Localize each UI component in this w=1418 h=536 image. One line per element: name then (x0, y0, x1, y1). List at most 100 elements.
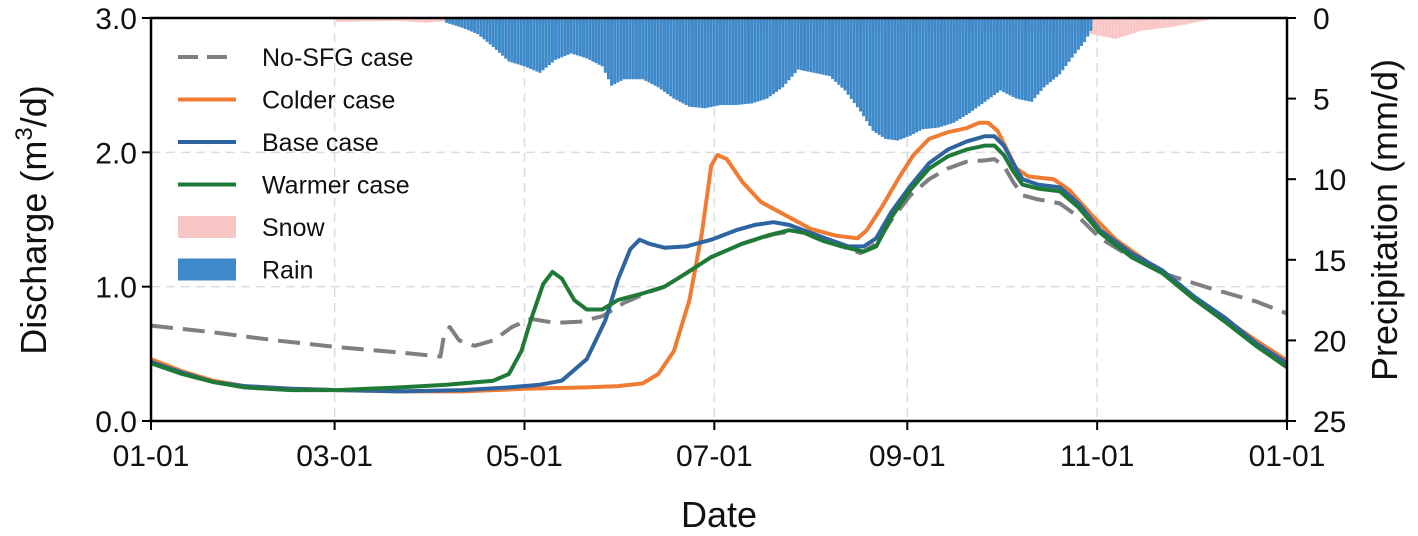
rain-bar (964, 18, 968, 116)
snow-bar (392, 18, 396, 21)
rain-bar (700, 18, 704, 108)
rain-bar (896, 18, 900, 141)
snow-bar (1123, 18, 1127, 36)
rain-bar (653, 18, 657, 86)
rain-bar (722, 18, 726, 106)
rain-bar (628, 18, 632, 80)
legend-item-warmer-case: Warmer case (178, 172, 410, 200)
rain-bar (890, 18, 894, 140)
rain-bar (958, 18, 962, 119)
snow-bar (1188, 18, 1192, 24)
discharge-lines (150, 120, 1289, 394)
snow-bar (413, 18, 417, 23)
rain-bar (989, 18, 993, 98)
rain-bar (911, 18, 915, 135)
snow-bar (336, 18, 340, 23)
rain-bar (526, 18, 529, 68)
rain-bar (519, 18, 523, 66)
rain-bar (578, 18, 582, 57)
rain-bar (541, 18, 545, 71)
rain-bar (544, 18, 548, 68)
snow-bar (364, 18, 368, 22)
rain-bar (463, 18, 467, 29)
y-tick-label-right: 15 (1313, 245, 1346, 278)
legend-label-rain: Rain (262, 257, 313, 285)
snow-bar (382, 18, 386, 22)
axis-ticks: 01-01 03-01 05-01 07-01 09-01 11-01 01-010.01.… (95, 3, 1346, 473)
rain-bar (470, 18, 473, 32)
rain-bar (498, 18, 501, 53)
snow-bar (426, 18, 430, 23)
rain-bar (1030, 18, 1034, 102)
y-axis-title-right: Precipitation (mm/d) (1364, 59, 1405, 381)
rain-bar (743, 18, 747, 105)
rain-bar (719, 18, 722, 106)
rain-bar (619, 18, 623, 81)
snow-bar (385, 18, 389, 22)
rain-bar (967, 18, 971, 114)
rain-bar (784, 18, 788, 84)
rain-bar (644, 18, 648, 81)
rain-bar (516, 18, 520, 65)
x-tick-label: 09-01 (869, 440, 946, 473)
rain-bar (703, 18, 707, 109)
rain-bar (946, 18, 950, 125)
snow-bar (1098, 18, 1102, 36)
snow-bar (1117, 18, 1121, 38)
rain-bar (883, 18, 887, 139)
y-tick-label-right: 25 (1313, 406, 1346, 439)
rain-bar (834, 18, 838, 82)
rain-bar (690, 18, 694, 107)
rain-bar (737, 18, 741, 105)
snow-bar (404, 18, 408, 22)
legend-label-warmer-case: Warmer case (262, 172, 410, 200)
rain-bar (747, 18, 750, 104)
snow-bar (1101, 18, 1105, 37)
rain-bar (588, 18, 592, 60)
snow-bar (442, 18, 445, 22)
rain-bar (995, 18, 999, 93)
rain-bar (827, 18, 831, 77)
rain-bar (949, 18, 953, 124)
snow-bar (1198, 18, 1202, 22)
rain-bar (510, 18, 514, 63)
legend-item-no-sfg-case: No-SFG case (178, 44, 413, 72)
rain-bar (852, 18, 856, 104)
legend-item-base-case: Base case (178, 129, 379, 157)
snow-bar (1170, 18, 1174, 27)
snow-bar (389, 18, 393, 21)
snow-bar (1201, 18, 1205, 21)
rain-bar (560, 18, 564, 58)
rain-bar (454, 18, 458, 26)
rain-bar (476, 18, 480, 35)
rain-bar (974, 18, 978, 109)
series-line-warmer-case (150, 143, 1289, 393)
rain-bar (731, 18, 735, 106)
snow-bar (423, 18, 427, 23)
rain-bar (859, 18, 863, 112)
rain-bar (563, 18, 567, 57)
legend-label-no-sfg-case: No-SFG case (262, 44, 413, 72)
rain-bar (840, 18, 844, 88)
rain-bar (687, 18, 691, 107)
rain-bar (538, 18, 542, 73)
snow-bar (370, 18, 374, 22)
y-tick-label-left: 0.0 (95, 406, 137, 439)
legend-swatch-rain (178, 258, 236, 281)
y-tick-label-left: 1.0 (95, 272, 137, 305)
rain-bar (924, 18, 928, 129)
snow-bar (1136, 18, 1140, 32)
legend-label-colder-case: Colder case (262, 87, 395, 115)
snow-bar (345, 18, 349, 22)
y-tick-label-left: 2.0 (95, 137, 137, 170)
rain-bar (793, 18, 797, 74)
rain-bar (927, 18, 931, 129)
rain-bar (986, 18, 990, 100)
legend-label-base-case: Base case (262, 129, 379, 157)
rain-bar (806, 18, 810, 72)
rain-bar (787, 18, 791, 81)
snow-bar (401, 18, 405, 22)
rain-bar (759, 18, 763, 101)
rain-bar (939, 18, 943, 127)
